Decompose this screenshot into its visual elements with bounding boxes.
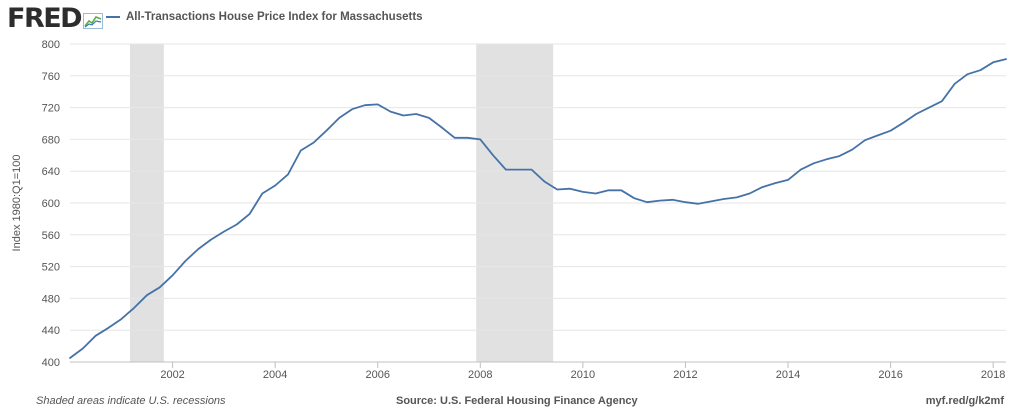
y-tick-label: 640 [42,166,60,178]
x-tick-label: 2016 [878,369,902,381]
chart-header: FRED All-Transactions House Price Index … [0,0,1024,36]
legend-label: All-Transactions House Price Index for M… [126,11,423,23]
x-tick-label: 2012 [673,369,697,381]
x-tick-label: 2008 [468,369,492,381]
y-tick-label: 720 [42,103,60,115]
chart-footer: Shaded areas indicate U.S. recessions So… [0,394,1024,410]
y-tick-label: 600 [42,198,60,210]
y-tick-label: 800 [42,39,60,51]
x-tick-label: 2006 [365,369,389,381]
legend-swatch [106,16,120,18]
source-note: Source: U.S. Federal Housing Finance Age… [396,395,638,407]
x-tick-label: 2010 [571,369,595,381]
y-tick-label: 520 [42,262,60,274]
y-tick-label: 560 [42,230,60,242]
y-tick-label: 440 [42,325,60,337]
axes [70,361,1006,368]
x-tick-label: 2002 [160,369,184,381]
x-tick-label: 2018 [981,369,1005,381]
series-lines [69,58,1007,359]
legend-item[interactable]: All-Transactions House Price Index for M… [106,9,423,25]
y-tick-label: 760 [42,71,60,83]
line-chart-icon [83,13,104,29]
y-tick-label: 680 [42,134,60,146]
grid-lines [70,43,1006,331]
y-tick-label: 480 [42,293,60,305]
recession-note: Shaded areas indicate U.S. recessions [36,395,226,407]
y-axis-label: Index 1980:Q1=100 [11,155,23,252]
short-url-link[interactable]: myf.red/g/k2mf [925,395,1004,407]
x-tick-label: 2014 [776,369,800,381]
x-tick-label: 2004 [263,369,287,381]
x-tick-labels: 2002 2004 2006 2008 2010 2012 2014 2016 2018 [160,369,1005,381]
y-tick-labels: 400 440 480 520 560 600 640 680 720 760 800 [42,39,60,369]
fred-logo[interactable]: FRED [7,2,104,34]
series-line-1[interactable] [69,58,1007,359]
logo-text: FRED [7,2,83,34]
y-tick-label: 400 [42,357,60,369]
